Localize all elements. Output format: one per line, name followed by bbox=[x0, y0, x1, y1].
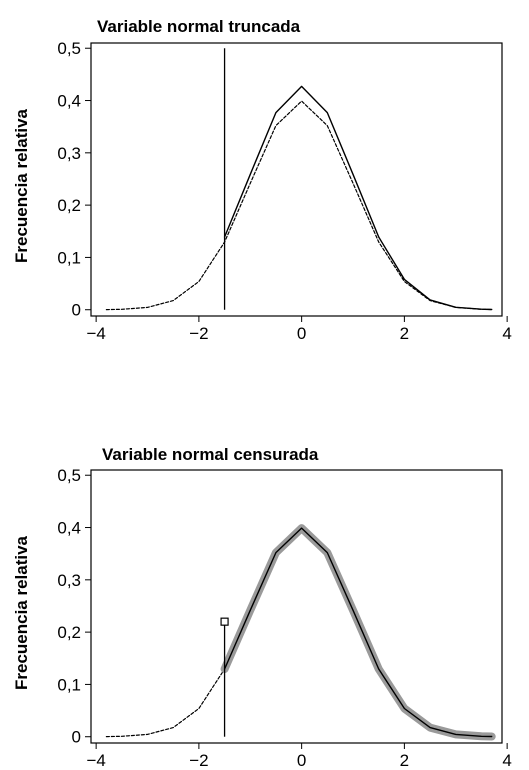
y-tick-label: 0,3 bbox=[57, 571, 81, 590]
x-tick-label: −2 bbox=[189, 324, 208, 343]
x-tick-label: −4 bbox=[86, 751, 105, 770]
y-axis-label: Frecuencia relativa bbox=[12, 108, 31, 263]
y-tick-label: 0,4 bbox=[57, 519, 81, 538]
series-line-dashed bbox=[105, 668, 226, 738]
x-ticks: −4 −2 0 2 4 bbox=[86, 743, 512, 770]
chart-title: Variable normal truncada bbox=[97, 17, 301, 36]
y-tick-label: 0,4 bbox=[57, 92, 81, 111]
plot-frame bbox=[90, 42, 503, 317]
series-line-solid bbox=[223, 527, 493, 738]
x-tick-label: 2 bbox=[400, 324, 409, 343]
y-tick-label: 0,2 bbox=[57, 623, 81, 642]
y-ticks: 0 0,1 0,2 0,3 0,4 0,5 bbox=[57, 466, 91, 747]
y-tick-label: 0,5 bbox=[57, 466, 81, 485]
chart-title: Variable normal censurada bbox=[102, 445, 319, 464]
x-tick-label: 0 bbox=[297, 751, 306, 770]
x-ticks: −4 −2 0 2 4 bbox=[86, 316, 512, 343]
y-tick-label: 0,2 bbox=[57, 196, 81, 215]
x-tick-label: −4 bbox=[86, 324, 105, 343]
y-axis-label: Frecuencia relativa bbox=[12, 535, 31, 690]
x-tick-label: 4 bbox=[502, 751, 511, 770]
series-lines bbox=[105, 48, 493, 311]
series-lines bbox=[105, 524, 496, 741]
y-tick-label: 0,5 bbox=[57, 39, 81, 58]
series-line-solid bbox=[223, 85, 493, 311]
y-tick-label: 0,3 bbox=[57, 144, 81, 163]
y-tick-label: 0 bbox=[72, 728, 81, 747]
chart-censurada: Variable normal censurada Frecuencia rel… bbox=[12, 445, 512, 770]
series-line-dashed bbox=[105, 100, 493, 311]
y-ticks: 0 0,1 0,2 0,3 0,4 0,5 bbox=[57, 39, 91, 320]
x-tick-label: 4 bbox=[502, 324, 511, 343]
censored-mass-marker bbox=[220, 617, 229, 626]
chart-truncada: Variable normal truncada Frecuencia rela… bbox=[12, 17, 512, 343]
x-tick-label: 2 bbox=[400, 751, 409, 770]
x-tick-label: −2 bbox=[189, 751, 208, 770]
plot-frame bbox=[90, 469, 503, 744]
series-band bbox=[220, 524, 496, 741]
x-tick-label: 0 bbox=[297, 324, 306, 343]
y-tick-label: 0 bbox=[72, 301, 81, 320]
y-tick-label: 0,1 bbox=[57, 248, 81, 267]
y-tick-label: 0,1 bbox=[57, 675, 81, 694]
